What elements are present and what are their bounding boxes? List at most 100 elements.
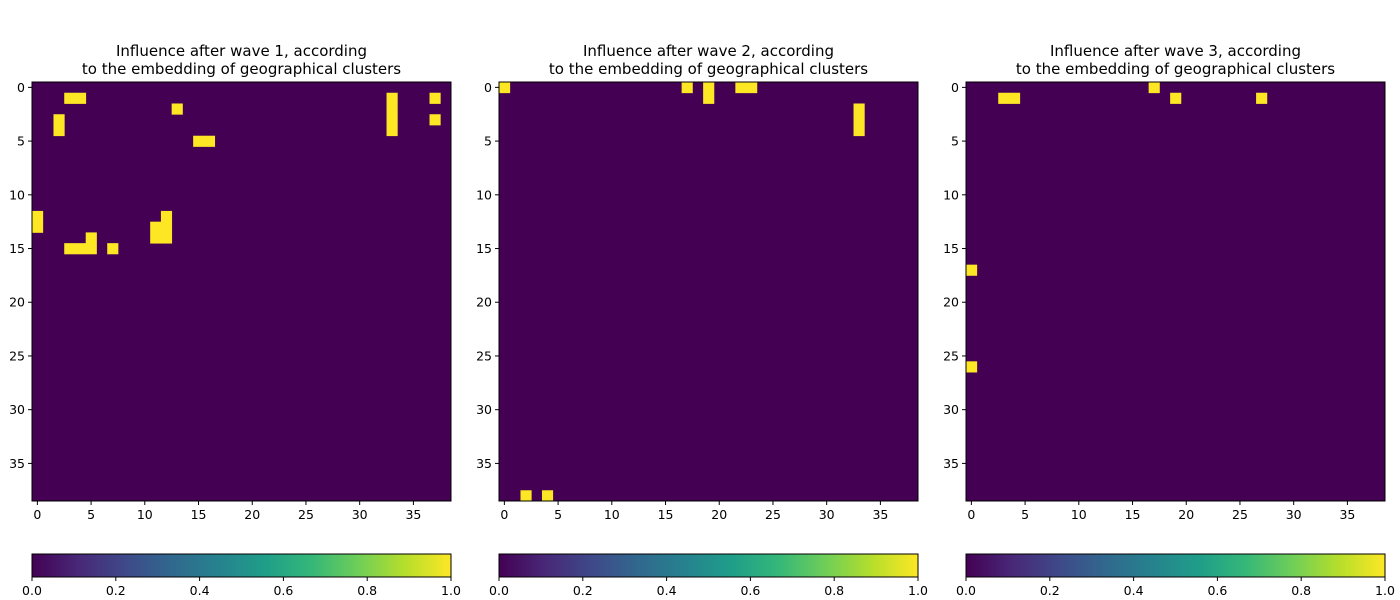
x-tick-label: 25	[298, 507, 314, 522]
y-tick-label: 5	[484, 134, 492, 149]
x-tick-label: 5	[1021, 507, 1029, 522]
x-tick-label: 30	[819, 507, 835, 522]
x-tick-label: 5	[554, 507, 562, 522]
y-tick-label: 5	[951, 134, 959, 149]
heatmap-background	[966, 82, 1385, 501]
panel-3-heatmap: 0 5 10 15 20 25 30 35 0 5 10 15 20 25 30 35	[943, 80, 1386, 522]
colorbar-tick-label: 0.2	[106, 583, 126, 598]
heatmap-cell	[681, 82, 693, 94]
panel-2-colorbar: 0.0 0.2 0.4 0.6 0.8 1.0	[489, 553, 928, 598]
colorbar-tick-label: 1.0	[908, 583, 928, 598]
heatmap-cell	[85, 232, 97, 244]
heatmap-cell	[966, 361, 978, 373]
x-tick-label: 20	[711, 507, 727, 522]
colorbar-tick-label: 0.0	[22, 583, 42, 598]
panel-2: Influence after wave 2, according to the…	[476, 42, 928, 598]
heatmap-cell	[64, 92, 76, 104]
heatmap-cell	[74, 243, 87, 255]
x-tick-label: 30	[352, 507, 368, 522]
heatmap-cell	[160, 232, 173, 244]
heatmap-cell	[853, 114, 865, 126]
colorbar-tick-label: 1.0	[1375, 583, 1395, 598]
heatmap-cell	[1008, 92, 1021, 104]
y-tick-label: 0	[951, 80, 959, 95]
x-tick-label: 35	[1339, 507, 1355, 522]
y-tick-label: 25	[943, 348, 959, 363]
heatmap-cell	[499, 82, 511, 94]
y-tick-label: 20	[9, 295, 25, 310]
heatmap-cell	[429, 114, 441, 126]
heatmap-cell	[998, 92, 1010, 104]
panel-3-colorbar: 0.0 0.2 0.4 0.6 0.8 1.0	[956, 553, 1395, 598]
panel-3-title-line1: Influence after wave 3, according	[1050, 42, 1301, 60]
heatmap-cell	[107, 243, 119, 255]
heatmap-frame	[31, 81, 452, 502]
heatmap-cell	[735, 82, 747, 94]
y-tick-label: 0	[484, 80, 492, 95]
heatmap-cell	[703, 82, 715, 94]
colorbar-tick-label: 0.6	[1207, 583, 1227, 598]
colorbar-tick-label: 0.0	[956, 583, 976, 598]
heatmap-cell	[53, 114, 65, 126]
colorbar-tick-label: 0.4	[657, 583, 677, 598]
panel-2-heatmap: 0 5 10 15 20 25 30 35 0 5 10 15 20 25 30 35	[476, 80, 919, 522]
heatmap-cell	[150, 232, 162, 244]
y-tick-label: 10	[9, 187, 25, 202]
colorbar-tick-label: 0.6	[740, 583, 760, 598]
heatmap-cell	[966, 264, 978, 276]
y-tick-label: 35	[476, 456, 492, 471]
panel-3-title-line2: to the embedding of geographical cluster…	[1016, 60, 1335, 78]
x-tick-label: 25	[1232, 507, 1248, 522]
colorbar-tick-label: 0.8	[357, 583, 377, 598]
heatmap-cell	[853, 124, 865, 137]
x-tick-label: 5	[87, 507, 95, 522]
y-tick-label: 0	[17, 80, 25, 95]
heatmap-cell	[1148, 82, 1160, 94]
heatmap-background	[499, 82, 918, 501]
x-tick-label: 30	[1286, 507, 1302, 522]
y-tick-label: 25	[476, 348, 492, 363]
y-tick-label: 35	[943, 456, 959, 471]
heatmap-cell	[520, 490, 532, 502]
panel-1: Influence after wave 1, according to the…	[9, 42, 461, 598]
heatmap-cell	[541, 490, 554, 502]
x-tick-label: 0	[500, 507, 508, 522]
heatmap-cell	[1256, 92, 1268, 104]
colorbar-tick-label: 0.0	[489, 583, 509, 598]
heatmap-cell	[64, 243, 76, 255]
heatmap-cell	[1170, 92, 1182, 104]
x-tick-label: 15	[1125, 507, 1141, 522]
heatmap-cell	[386, 114, 398, 126]
colorbar-gradient	[498, 553, 919, 578]
heatmap-frame	[965, 81, 1386, 502]
colorbar-tick-label: 0.2	[573, 583, 593, 598]
heatmap-cell	[193, 135, 205, 147]
y-tick-label: 30	[476, 402, 492, 417]
panel-1-heatmap: 0 5 10 15 20 25 30 35 0 5 10 15 20 25 30 35	[9, 80, 452, 522]
y-tick-label: 30	[9, 402, 25, 417]
heatmap-cell	[746, 82, 758, 94]
colorbar-gradient	[31, 553, 452, 578]
heatmap-cell	[203, 135, 216, 147]
y-tick-label: 10	[943, 187, 959, 202]
y-tick-label: 20	[943, 295, 959, 310]
y-tick-label: 15	[943, 241, 959, 256]
heatmap-cell	[74, 92, 87, 104]
panel-3: Influence after wave 3, according to the…	[943, 42, 1395, 598]
heatmap-cell	[171, 103, 183, 115]
panel-1-title-line1: Influence after wave 1, according	[116, 42, 367, 60]
heatmap-cell	[386, 92, 398, 104]
x-tick-label: 35	[872, 507, 888, 522]
heatmap-frame	[498, 81, 919, 502]
x-tick-label: 20	[244, 507, 260, 522]
y-tick-label: 10	[476, 187, 492, 202]
heatmap-cell	[160, 221, 173, 233]
colorbar-tick-label: 0.8	[1291, 583, 1311, 598]
colorbar-tick-label: 1.0	[441, 583, 461, 598]
x-tick-label: 0	[967, 507, 975, 522]
heatmap-cell	[150, 221, 162, 233]
colorbar-tick-label: 0.4	[1124, 583, 1144, 598]
colorbar-tick-label: 0.6	[273, 583, 293, 598]
x-tick-label: 25	[765, 507, 781, 522]
